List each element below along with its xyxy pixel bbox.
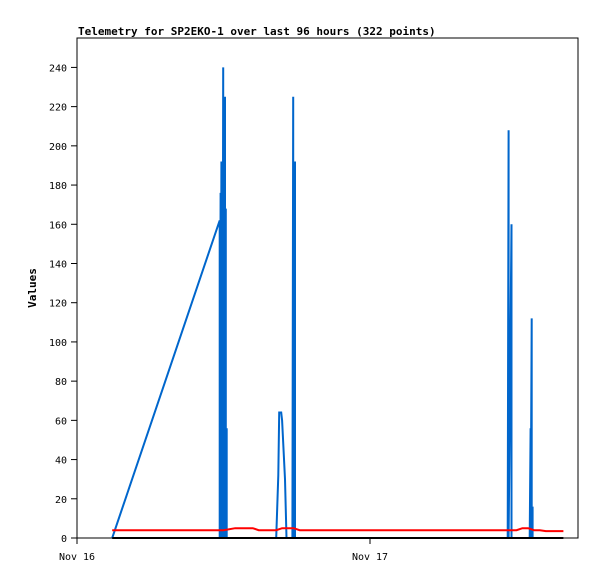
plot-area-frame [76, 37, 579, 539]
x-tick-label: Nov 17 [352, 552, 388, 563]
series-layer [111, 67, 564, 539]
y-tick-label: 200 [49, 142, 67, 153]
y-tick-label: 220 [49, 103, 67, 114]
y-tick-label: 160 [49, 220, 67, 231]
y-axis-label: Values [26, 268, 39, 308]
chart-title: Telemetry for SP2EKO-1 over last 96 hour… [78, 25, 436, 38]
series-line-2 [112, 527, 564, 533]
y-tick-label: 0 [61, 534, 67, 545]
y-tick-label: 240 [49, 63, 67, 74]
y-tick-label: 100 [49, 338, 67, 349]
x-axis: Nov 16 Nov 17 [59, 538, 388, 563]
y-tick-label: 120 [49, 299, 67, 310]
y-tick-label: 140 [49, 259, 67, 270]
y-axis: 0 20 40 60 80 100 120 140 160 180 200 220 240 [49, 63, 77, 545]
y-tick-label: 60 [55, 416, 67, 427]
y-tick-label: 20 [55, 495, 67, 506]
y-tick-label: 40 [55, 456, 67, 467]
y-tick-label: 180 [49, 181, 67, 192]
x-tick-label: Nov 16 [59, 552, 95, 563]
y-tick-label: 80 [55, 377, 67, 388]
